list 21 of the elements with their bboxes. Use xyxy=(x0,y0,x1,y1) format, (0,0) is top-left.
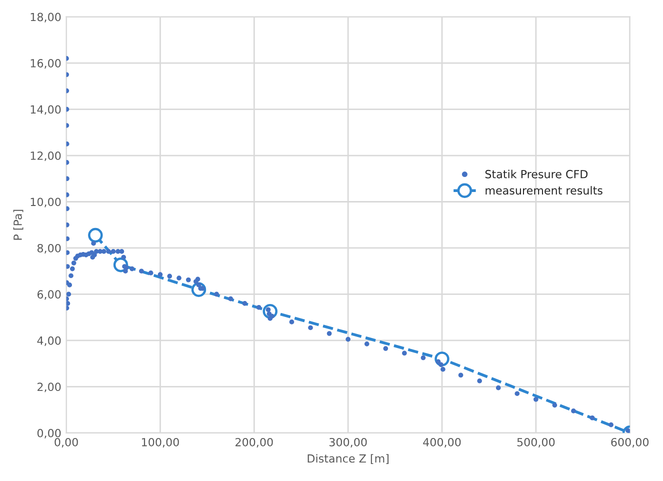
x-tick-label: 600,00 xyxy=(611,438,649,448)
legend-label: Statik Presure CFD xyxy=(485,170,588,178)
x-tick-label: 500,00 xyxy=(517,438,555,448)
x-axis-title: Distance Z [m] xyxy=(308,454,388,464)
y-tick-label: 0,00 xyxy=(37,428,61,438)
y-tick-label: 16,00 xyxy=(30,59,61,69)
y-axis-title: P [Pa] xyxy=(13,210,24,240)
y-tick-label: 12,00 xyxy=(30,152,61,162)
y-tick-label: 8,00 xyxy=(37,244,61,254)
legend-label: measurement results xyxy=(486,186,602,195)
y-tick-label: 14,00 xyxy=(30,105,61,115)
x-tick-label: 200,00 xyxy=(236,438,273,448)
y-tick-label: 18,00 xyxy=(30,12,61,22)
x-tick-label: 0,00 xyxy=(54,438,78,448)
x-tick-label: 400,00 xyxy=(423,438,461,448)
x-tick-label: 100,00 xyxy=(142,438,179,448)
y-tick-label: 10,00 xyxy=(30,198,61,208)
y-tick-label: 4,00 xyxy=(37,336,61,346)
y-tick-label: 2,00 xyxy=(38,382,61,392)
y-tick-label: 6,00 xyxy=(37,290,61,300)
x-tick-label: 300,00 xyxy=(329,438,367,448)
